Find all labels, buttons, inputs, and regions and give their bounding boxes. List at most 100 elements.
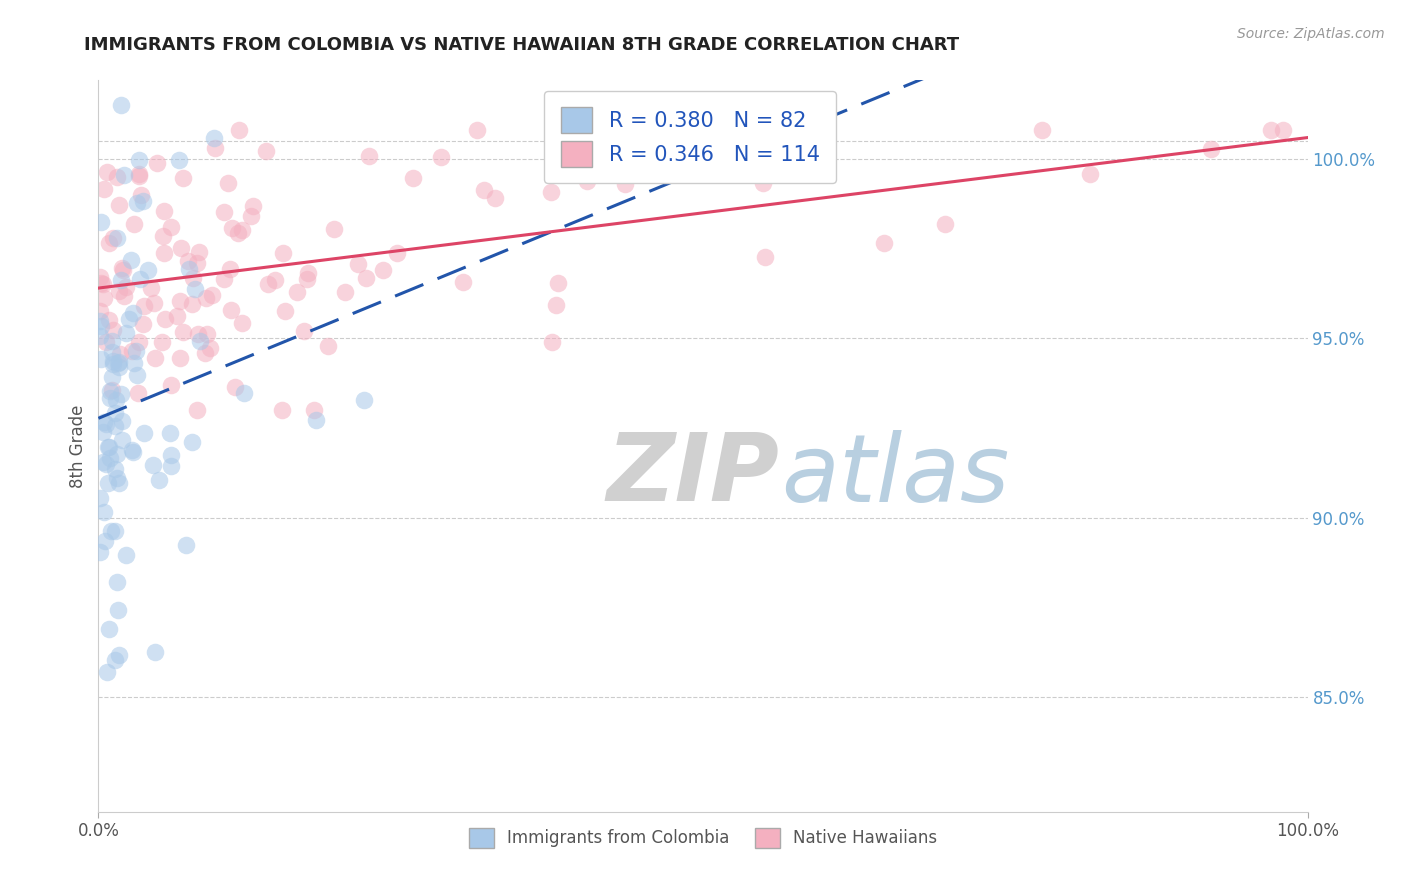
Point: [873, 235, 896, 250]
Point: [169, 351, 191, 366]
Point: [127, 196, 149, 211]
Point: [1260, 123, 1282, 137]
Point: [107, 471, 129, 485]
Point: [90, 319, 112, 334]
Point: [128, 153, 150, 167]
Point: [181, 297, 204, 311]
Point: [101, 384, 124, 398]
Point: [212, 272, 235, 286]
Point: [231, 317, 253, 331]
Point: [105, 447, 128, 461]
Point: [202, 130, 225, 145]
Point: [316, 339, 339, 353]
Point: [169, 153, 191, 167]
Point: [115, 280, 138, 294]
Point: [160, 459, 183, 474]
Point: [353, 393, 375, 408]
Point: [110, 386, 132, 401]
Point: [112, 168, 135, 182]
Point: [96, 164, 118, 178]
Point: [540, 185, 562, 199]
Point: [90, 215, 112, 229]
Point: [754, 250, 776, 264]
Point: [90, 276, 112, 290]
Text: ZIP: ZIP: [606, 429, 779, 521]
Point: [131, 194, 153, 208]
Point: [96, 417, 118, 431]
Point: [89, 314, 111, 328]
Point: [169, 293, 191, 308]
Point: [91, 277, 114, 292]
Point: [544, 298, 567, 312]
Point: [181, 435, 204, 450]
Point: [108, 198, 131, 212]
Point: [91, 425, 114, 440]
Point: [136, 262, 159, 277]
Point: [107, 356, 129, 370]
Point: [98, 235, 121, 250]
Point: [143, 351, 166, 366]
Point: [231, 223, 253, 237]
Point: [94, 457, 117, 471]
Point: [139, 281, 162, 295]
Point: [224, 379, 246, 393]
Point: [274, 303, 297, 318]
Point: [212, 204, 235, 219]
Text: atlas: atlas: [782, 430, 1010, 521]
Point: [465, 123, 488, 137]
Y-axis label: 8th Grade: 8th Grade: [69, 404, 87, 488]
Point: [98, 384, 121, 399]
Point: [217, 176, 239, 190]
Point: [451, 275, 474, 289]
Point: [186, 403, 208, 417]
Point: [357, 149, 380, 163]
Point: [96, 665, 118, 679]
Point: [305, 412, 328, 426]
Point: [194, 346, 217, 360]
Point: [104, 393, 127, 408]
Point: [89, 270, 111, 285]
Point: [98, 391, 121, 405]
Point: [104, 419, 127, 434]
Text: IMMIGRANTS FROM COLOMBIA VS NATIVE HAWAIIAN 8TH GRADE CORRELATION CHART: IMMIGRANTS FROM COLOMBIA VS NATIVE HAWAI…: [84, 36, 959, 54]
Point: [273, 246, 295, 260]
Point: [232, 385, 254, 400]
Point: [125, 344, 148, 359]
Point: [219, 303, 242, 318]
Point: [97, 313, 120, 327]
Point: [97, 441, 120, 455]
Point: [354, 271, 377, 285]
Point: [91, 455, 114, 469]
Point: [93, 182, 115, 196]
Point: [297, 266, 319, 280]
Point: [242, 199, 264, 213]
Point: [134, 425, 156, 440]
Point: [172, 170, 194, 185]
Legend: Immigrants from Colombia, Native Hawaiians: Immigrants from Colombia, Native Hawaiia…: [463, 821, 943, 855]
Point: [120, 253, 142, 268]
Point: [128, 167, 150, 181]
Point: [90, 352, 112, 367]
Point: [128, 335, 150, 350]
Point: [201, 288, 224, 302]
Point: [575, 174, 598, 188]
Point: [98, 623, 121, 637]
Point: [547, 276, 569, 290]
Point: [89, 545, 111, 559]
Point: [169, 241, 191, 255]
Point: [187, 326, 209, 341]
Point: [97, 476, 120, 491]
Point: [302, 403, 325, 417]
Point: [105, 231, 128, 245]
Point: [613, 177, 636, 191]
Point: [1078, 167, 1101, 181]
Point: [108, 346, 131, 360]
Point: [194, 291, 217, 305]
Point: [371, 263, 394, 277]
Point: [228, 123, 250, 137]
Point: [240, 209, 263, 223]
Point: [172, 325, 194, 339]
Point: [93, 505, 115, 519]
Point: [111, 433, 134, 447]
Point: [177, 254, 200, 268]
